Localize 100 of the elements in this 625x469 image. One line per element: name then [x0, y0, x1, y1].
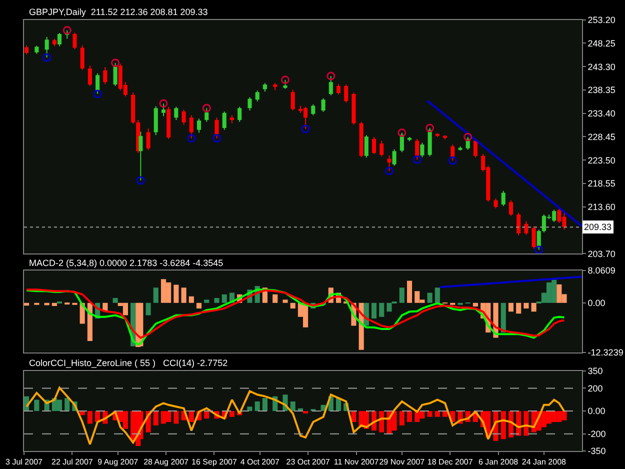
- point: [326, 72, 336, 80]
- y-tick-label: 248.25: [588, 38, 616, 48]
- bar: [434, 411, 440, 417]
- y-tick-label: -200: [588, 429, 606, 440]
- bar: [508, 302, 514, 312]
- bar: [188, 411, 194, 422]
- point: [42, 53, 52, 62]
- x-tick-label: 24 Jan 2008: [522, 458, 567, 467]
- x-tick-label: 28 Aug 2007: [144, 458, 190, 467]
- bar: [406, 411, 412, 422]
- y-tick-label: 238.35: [588, 85, 616, 96]
- bar: [282, 300, 288, 303]
- point: [301, 124, 310, 134]
- y-tick-label: -12.3239: [588, 348, 624, 358]
- bar: [229, 411, 235, 417]
- bar: [272, 294, 278, 303]
- bar: [379, 302, 384, 317]
- x-tick-label: 18 Dec 2007: [427, 458, 474, 467]
- x-tick-label: 16 Sep 2007: [192, 458, 238, 467]
- bar: [222, 294, 227, 303]
- bar: [87, 411, 92, 424]
- y-tick-label: 228.45: [588, 132, 616, 142]
- x-tick-label: 29 Nov 2007: [379, 458, 426, 467]
- bar: [290, 302, 296, 308]
- y-tick-label: -350: [588, 446, 606, 456]
- bar: [500, 302, 506, 333]
- bar: [174, 284, 179, 303]
- y-tick-label: 200: [588, 383, 603, 394]
- bar: [351, 411, 356, 422]
- y-tick-label: 0.00: [588, 406, 606, 416]
- chart-title: MACD-2 (5,34,8) 0.0000 2.1783 -3.6284 -4.3545: [29, 258, 224, 268]
- y-tick-label: 203.70: [588, 248, 616, 259]
- bar: [247, 406, 252, 412]
- point: [384, 166, 394, 176]
- chart-title: ColorCCI_Histo_ZeroLine ( 55 ) CCI(14) -2.7752: [29, 358, 228, 368]
- bar: [153, 411, 158, 426]
- point: [281, 76, 290, 84]
- bar: [371, 302, 377, 318]
- y-tick-label: 233.40: [588, 108, 616, 119]
- point: [212, 134, 222, 143]
- bar: [427, 411, 432, 417]
- y-tick-label: 253.20: [588, 14, 616, 25]
- point: [534, 246, 544, 254]
- bar: [472, 302, 478, 306]
- point: [448, 156, 457, 165]
- y-tick-label: 350: [588, 366, 603, 376]
- bar: [406, 280, 412, 303]
- point: [464, 132, 472, 142]
- y-tick-label: 243.30: [588, 62, 616, 72]
- point: [426, 124, 434, 132]
- point: [159, 99, 168, 108]
- point: [398, 128, 406, 137]
- x-tick-label: 4 Oct 2007: [240, 458, 280, 467]
- bar: [87, 302, 92, 341]
- bar: [500, 411, 506, 440]
- point: [62, 26, 72, 34]
- bar: [399, 288, 404, 303]
- bar: [52, 302, 57, 306]
- point: [93, 90, 102, 98]
- point: [111, 58, 120, 68]
- bar: [214, 298, 220, 303]
- bar: [290, 401, 296, 412]
- bar: [204, 300, 210, 303]
- x-tick-label: 9 Aug 2007: [98, 458, 139, 467]
- bar: [427, 292, 432, 303]
- bar: [174, 411, 179, 424]
- ref-line-label: 209.33: [584, 222, 612, 232]
- point: [202, 104, 211, 112]
- bar: [531, 302, 536, 312]
- y-tick-label: 213.60: [588, 202, 616, 212]
- bar: [516, 302, 522, 314]
- y-tick-label: 218.55: [588, 178, 616, 189]
- bar: [181, 288, 186, 303]
- bar: [262, 398, 268, 412]
- point: [412, 155, 422, 164]
- x-tick-label: 22 Jul 2007: [52, 458, 94, 467]
- bar: [434, 288, 440, 303]
- point: [136, 176, 145, 185]
- bar: [146, 302, 151, 316]
- x-tick-label: 3 Jul 2007: [6, 458, 44, 467]
- line-series: [26, 386, 566, 446]
- bar: [196, 302, 202, 308]
- bar: [399, 411, 404, 426]
- y-tick-label: 0.00: [588, 298, 606, 308]
- chart-title: GBPJPY,Daily 211.52 212.36 208.81 209.33: [29, 7, 208, 17]
- bar: [254, 401, 260, 412]
- bar: [34, 400, 40, 412]
- bar: [204, 411, 210, 419]
- x-tick-label: 23 Oct 2007: [286, 458, 330, 467]
- bar: [112, 298, 118, 303]
- candlestick: [387, 154, 392, 172]
- bar: [153, 288, 158, 303]
- point: [187, 134, 196, 143]
- x-tick-label: 6 Jan 2008: [478, 458, 519, 467]
- bar: [64, 398, 70, 412]
- y-tick-label: 8.0609: [588, 266, 616, 276]
- bar: [524, 302, 529, 308]
- x-tick-label: 11 Nov 2007: [334, 458, 380, 467]
- y-tick-label: 223.50: [588, 155, 616, 166]
- bar: [188, 296, 194, 303]
